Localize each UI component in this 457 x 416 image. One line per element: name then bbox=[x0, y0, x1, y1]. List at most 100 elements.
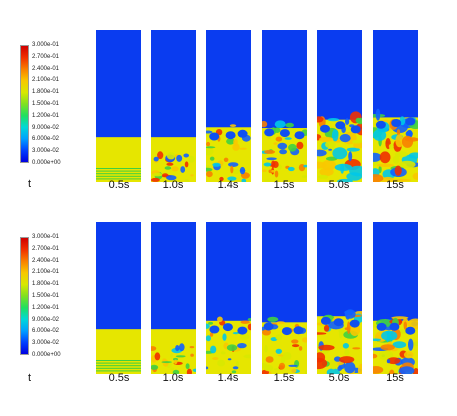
contour-blob bbox=[212, 357, 219, 360]
gas-bubble bbox=[294, 131, 305, 140]
contour-blob bbox=[407, 318, 418, 330]
time-label: 5.0s bbox=[328, 179, 350, 191]
contour-blob bbox=[401, 135, 414, 148]
contour-blob bbox=[399, 160, 416, 169]
contour-blob bbox=[262, 120, 268, 128]
bed-region bbox=[96, 329, 141, 374]
contour-blob bbox=[271, 169, 275, 173]
contour-blob bbox=[151, 346, 157, 351]
contour-blob bbox=[276, 321, 286, 325]
contour-blob bbox=[172, 369, 180, 374]
contour-blob bbox=[304, 370, 307, 374]
legend-tick: 1.800e-01 bbox=[32, 281, 60, 288]
colorbar-row-2 bbox=[20, 237, 29, 355]
time-label: 1.5s bbox=[273, 179, 295, 191]
contour-blob bbox=[209, 156, 215, 161]
contour-blob bbox=[387, 357, 401, 365]
contour-blob bbox=[227, 176, 237, 181]
contour-blob bbox=[263, 364, 274, 372]
contour-blob bbox=[317, 149, 327, 157]
contour-blob bbox=[206, 141, 211, 147]
contour-blob bbox=[331, 129, 339, 142]
contour-blob bbox=[321, 160, 336, 171]
contour-blob bbox=[275, 348, 282, 354]
contour-blob bbox=[296, 141, 304, 150]
gas-bubble bbox=[320, 124, 330, 133]
time-label: 1.5s bbox=[273, 372, 295, 384]
gas-bubble bbox=[335, 121, 346, 130]
contour-blob bbox=[395, 134, 404, 148]
contour-blob bbox=[152, 172, 163, 177]
contour-blob bbox=[239, 147, 247, 150]
gas-bubble bbox=[349, 319, 360, 328]
contour-blob bbox=[268, 169, 273, 174]
contour-blob bbox=[346, 147, 360, 152]
contour-panel bbox=[151, 222, 196, 374]
gas-bubble bbox=[320, 316, 331, 325]
contour-blob bbox=[151, 177, 160, 182]
gas-bubble bbox=[263, 322, 274, 331]
contour-blob bbox=[227, 358, 232, 361]
gas-bubble bbox=[376, 322, 387, 331]
stratified-line bbox=[96, 370, 141, 372]
contour-blob bbox=[348, 151, 353, 162]
contour-blob bbox=[263, 179, 271, 182]
contour-blob bbox=[166, 162, 174, 166]
gas-bubble bbox=[389, 322, 400, 331]
contour-blob bbox=[263, 162, 272, 167]
contour-blob bbox=[386, 359, 391, 364]
stratified-line bbox=[96, 178, 141, 180]
contour-field bbox=[206, 222, 251, 374]
contour-blob bbox=[164, 166, 172, 170]
contour-blob bbox=[378, 350, 394, 361]
contour-blob bbox=[373, 366, 384, 374]
contour-blob bbox=[325, 141, 336, 149]
contour-blob bbox=[380, 344, 395, 351]
colorbar-row-1 bbox=[20, 45, 29, 163]
gas-bubble bbox=[293, 326, 304, 335]
contour-blob bbox=[267, 316, 279, 322]
gas-bubble bbox=[222, 323, 233, 332]
contour-blob bbox=[388, 143, 394, 149]
contour-blob bbox=[287, 166, 295, 172]
contour-blob bbox=[292, 344, 300, 348]
contour-blob bbox=[389, 369, 395, 374]
time-label: 0.5s bbox=[108, 372, 130, 384]
contour-blob bbox=[247, 318, 251, 321]
contour-panel bbox=[96, 30, 141, 182]
stratified-line bbox=[96, 175, 141, 177]
contour-blob bbox=[381, 176, 395, 182]
legend-tick: 1.500e-01 bbox=[32, 293, 60, 299]
contour-blob bbox=[412, 172, 418, 180]
contour-blob bbox=[317, 357, 328, 370]
contour-blob bbox=[373, 353, 378, 359]
stratified-line bbox=[96, 170, 141, 172]
stratified-line bbox=[96, 168, 141, 169]
contour-blob bbox=[394, 165, 402, 176]
time-label: 1.0s bbox=[162, 179, 184, 191]
bed-region bbox=[96, 137, 141, 182]
contour-field bbox=[317, 30, 362, 182]
gas-bubble bbox=[209, 132, 220, 141]
time-label: 5.0s bbox=[328, 372, 350, 384]
contour-blob bbox=[170, 367, 175, 371]
contour-blob bbox=[403, 351, 414, 359]
contour-blob bbox=[247, 323, 251, 331]
gas-bubble bbox=[279, 129, 290, 138]
contour-blob bbox=[337, 366, 342, 371]
contour-blob bbox=[394, 151, 408, 158]
contour-field bbox=[262, 30, 307, 182]
contour-panel bbox=[262, 222, 307, 374]
contour-panel bbox=[151, 30, 196, 182]
contour-blob bbox=[339, 356, 355, 364]
contour-blob bbox=[399, 366, 415, 374]
contour-blob bbox=[266, 157, 277, 161]
contour-blob bbox=[325, 156, 338, 161]
contour-blob bbox=[342, 343, 349, 349]
contour-field bbox=[151, 222, 196, 374]
contour-panel bbox=[373, 30, 418, 182]
stratified-line bbox=[96, 362, 141, 364]
contour-blob bbox=[344, 349, 350, 356]
contour-blob bbox=[334, 356, 341, 362]
contour-blob bbox=[173, 359, 178, 365]
